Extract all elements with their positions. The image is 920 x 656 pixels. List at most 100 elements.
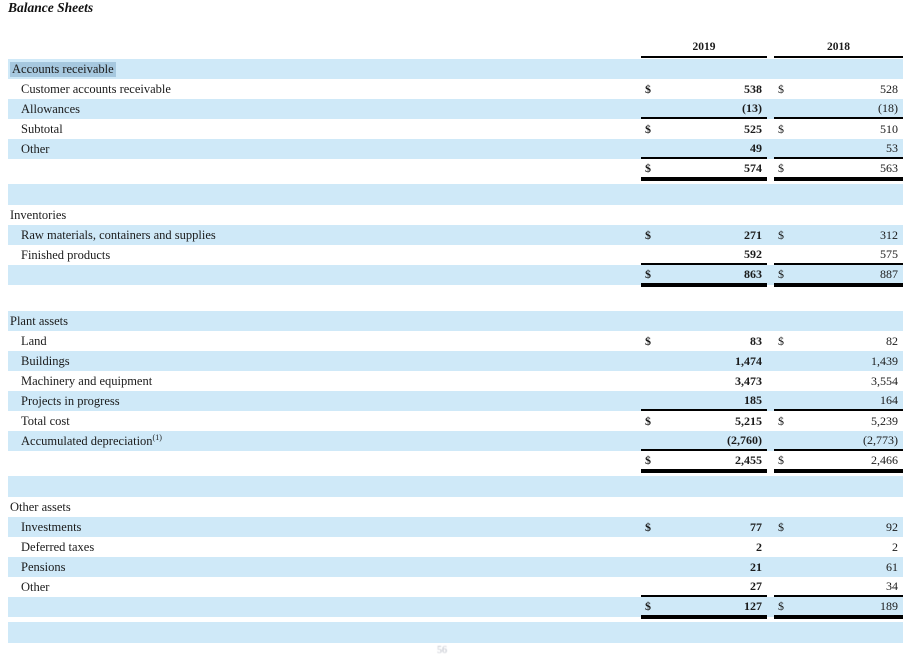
value-2019: 185 <box>744 392 762 407</box>
row-label: Allowances <box>8 102 641 117</box>
value-2018: 510 <box>880 121 898 136</box>
table-row: Customer accounts receivable $538 $528 <box>8 79 903 99</box>
column-gap <box>767 497 774 517</box>
table-row: Buildings 1,474 1,439 <box>8 351 903 371</box>
value-cell-2018: 34 <box>774 577 903 597</box>
column-gap <box>767 451 774 471</box>
table-row: $127 $189 <box>8 597 903 619</box>
column-gap <box>767 225 774 245</box>
column-gap <box>767 119 774 139</box>
value-2018: 3,554 <box>871 373 898 388</box>
value-cell-2019: 1,474 <box>641 351 767 371</box>
row-label: Finished products <box>8 248 641 263</box>
value-2019: 77 <box>750 519 762 534</box>
value-2018: 82 <box>886 333 898 348</box>
value-2019: 2 <box>756 539 762 554</box>
value-2018: 1,439 <box>871 353 898 368</box>
column-gap <box>767 265 774 285</box>
value-cell-2018: $189 <box>774 597 903 619</box>
section-gap-row <box>8 179 903 205</box>
value-cell-2018: (2,773) <box>774 431 903 451</box>
value-2018: 61 <box>886 559 898 574</box>
selected-text[interactable]: Accounts receivable <box>10 61 116 77</box>
dollar-sign-2019: $ <box>645 227 651 242</box>
dollar-sign-2018: $ <box>778 333 784 348</box>
value-cell-2019 <box>641 497 767 517</box>
value-cell-2018: 575 <box>774 245 903 265</box>
row-label: Buildings <box>8 354 641 369</box>
column-gap <box>767 517 774 537</box>
page-title: Balance Sheets <box>8 0 94 15</box>
row-label-text: Total cost <box>21 413 70 428</box>
column-gap <box>767 311 774 331</box>
value-2019: 1,474 <box>735 353 762 368</box>
row-label-text: Inventories <box>10 207 67 222</box>
dollar-sign-2019: $ <box>645 519 651 534</box>
column-gap <box>767 139 774 159</box>
section-gap-row <box>8 617 903 643</box>
value-cell-2018: $510 <box>774 119 903 139</box>
value-cell-2019: $77 <box>641 517 767 537</box>
value-2019: 574 <box>744 160 762 175</box>
value-cell-2019 <box>641 205 767 225</box>
value-2019: 863 <box>744 266 762 281</box>
dollar-sign-2018: $ <box>778 81 784 96</box>
column-gap <box>767 331 774 351</box>
dollar-sign-2019: $ <box>645 121 651 136</box>
table-row: Land $83 $82 <box>8 331 903 351</box>
table-row: Subtotal $525 $510 <box>8 119 903 139</box>
value-cell-2019: 592 <box>641 245 767 265</box>
row-label-text: Machinery and equipment <box>21 373 153 388</box>
row-label-text: Investments <box>21 519 82 534</box>
value-cell-2019: $2,455 <box>641 451 767 473</box>
value-cell-2018: 61 <box>774 557 903 577</box>
table-header: 2019 2018 <box>8 30 903 58</box>
row-label: Customer accounts receivable <box>8 82 641 97</box>
column-gap <box>767 205 774 225</box>
row-label-text: Other assets <box>10 499 71 514</box>
table-rows: Accounts receivable Customer accounts re… <box>8 59 903 643</box>
value-2019: 538 <box>744 81 762 96</box>
value-cell-2018 <box>774 497 903 517</box>
table-row: Finished products 592 575 <box>8 245 903 265</box>
value-cell-2019: $574 <box>641 159 767 181</box>
value-2019: (2,760) <box>727 432 762 447</box>
table-row: $574 $563 <box>8 159 903 181</box>
table-row: Raw materials, containers and supplies $… <box>8 225 903 245</box>
value-cell-2019: 27 <box>641 577 767 597</box>
table-row: Total cost $5,215 $5,239 <box>8 411 903 431</box>
table-row: Other 27 34 <box>8 577 903 597</box>
value-cell-2018: 2 <box>774 537 903 557</box>
value-2018: 34 <box>886 578 898 593</box>
value-cell-2019: 21 <box>641 557 767 577</box>
row-label-text: Plant assets <box>10 313 68 328</box>
row-label-text: Subtotal <box>21 121 63 136</box>
footnote-superscript: (1) <box>152 433 162 442</box>
table-row: $2,455 $2,466 <box>8 451 903 473</box>
row-label: Plant assets <box>8 314 641 329</box>
value-2019: 3,473 <box>735 373 762 388</box>
value-cell-2019: $525 <box>641 119 767 139</box>
value-cell-2018: 3,554 <box>774 371 903 391</box>
section-gap-row <box>8 471 903 497</box>
column-gap <box>767 557 774 577</box>
value-cell-2019: 49 <box>641 139 767 159</box>
dollar-sign-2018: $ <box>778 160 784 175</box>
value-2018: 528 <box>880 81 898 96</box>
row-label-text: Allowances <box>21 101 81 116</box>
row-label-text: Projects in progress <box>21 393 120 408</box>
value-cell-2018 <box>774 205 903 225</box>
value-cell-2019: $538 <box>641 79 767 99</box>
row-label-text: Buildings <box>21 353 70 368</box>
value-cell-2018: 164 <box>774 391 903 411</box>
value-cell-2019: 2 <box>641 537 767 557</box>
value-cell-2018: $2,466 <box>774 451 903 473</box>
value-cell-2018: $312 <box>774 225 903 245</box>
row-label: Other <box>8 142 641 157</box>
value-2019: 27 <box>750 578 762 593</box>
row-label: Other assets <box>8 500 641 515</box>
dollar-sign-2018: $ <box>778 227 784 242</box>
row-label-text: Finished products <box>21 247 111 262</box>
value-2018: 312 <box>880 227 898 242</box>
value-cell-2019 <box>641 59 767 79</box>
